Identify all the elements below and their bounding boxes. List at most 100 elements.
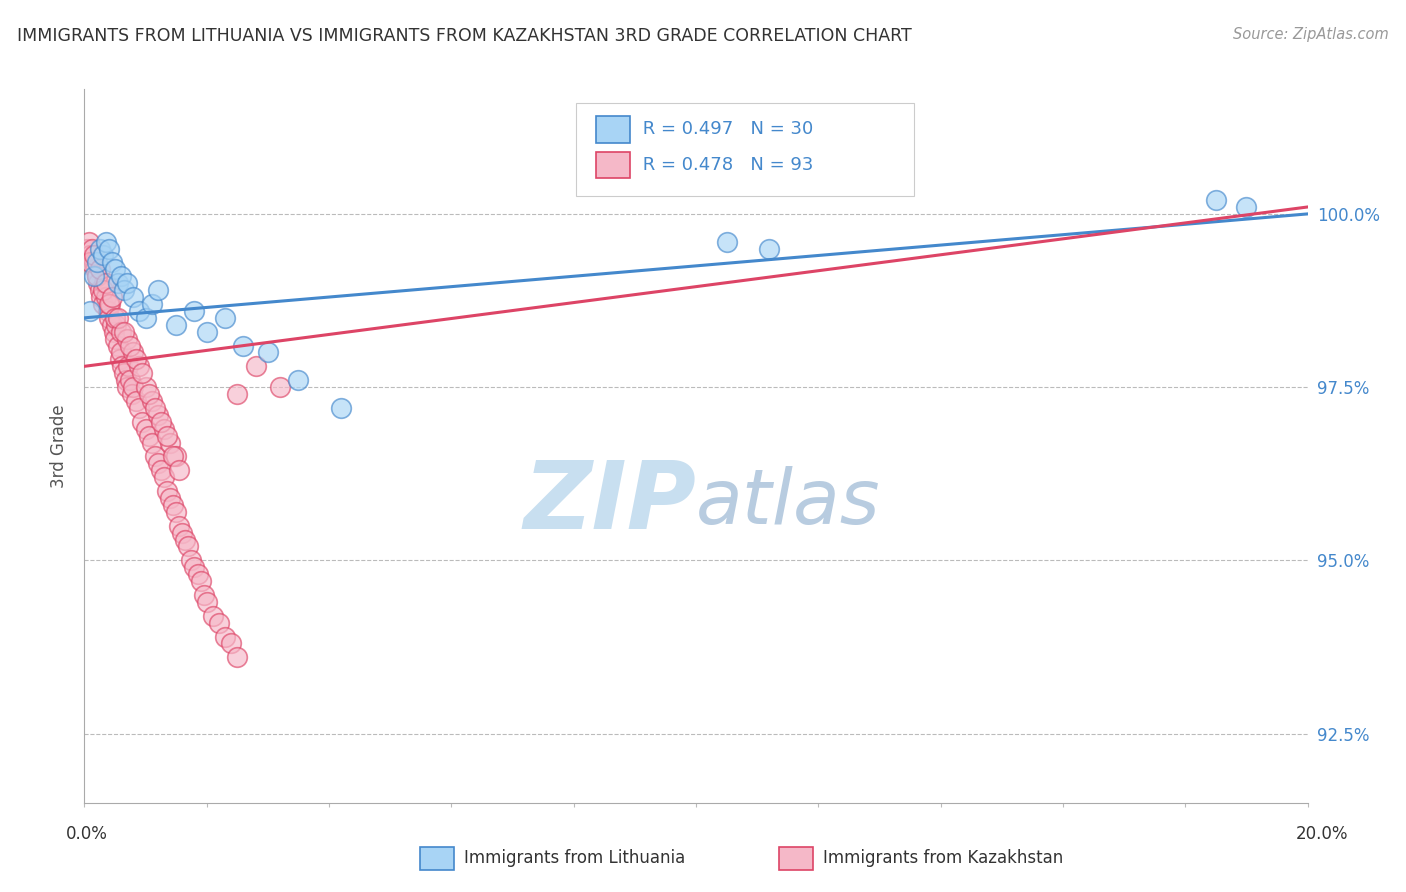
- Point: [174, 533, 197, 547]
- Point: [128, 304, 150, 318]
- Point: [86, 255, 108, 269]
- Point: [159, 491, 181, 505]
- Point: [128, 401, 150, 415]
- Point: [1205, 193, 1227, 207]
- Point: [121, 387, 143, 401]
- Text: Source: ZipAtlas.com: Source: ZipAtlas.com: [1233, 27, 1389, 42]
- Point: [138, 428, 160, 442]
- Point: [245, 359, 267, 374]
- Point: [183, 560, 205, 574]
- Point: [172, 525, 194, 540]
- Point: [138, 387, 160, 401]
- Point: [107, 276, 129, 290]
- Point: [111, 359, 134, 374]
- Point: [156, 483, 179, 498]
- Point: [110, 325, 132, 339]
- Point: [122, 380, 145, 394]
- Text: 20.0%: 20.0%: [1295, 825, 1348, 843]
- Point: [112, 325, 135, 339]
- Point: [97, 297, 120, 311]
- Point: [104, 332, 127, 346]
- Point: [177, 540, 200, 554]
- Point: [117, 359, 139, 374]
- Point: [193, 588, 215, 602]
- Point: [110, 345, 132, 359]
- Point: [98, 297, 121, 311]
- Point: [93, 276, 115, 290]
- Point: [79, 248, 101, 262]
- Point: [159, 435, 181, 450]
- Text: R = 0.478   N = 93: R = 0.478 N = 93: [637, 156, 813, 174]
- Point: [195, 325, 218, 339]
- Point: [330, 401, 353, 415]
- Point: [91, 297, 114, 311]
- Point: [112, 366, 135, 380]
- Point: [101, 290, 124, 304]
- Point: [165, 450, 187, 464]
- Text: atlas: atlas: [696, 467, 880, 540]
- Point: [87, 276, 110, 290]
- Point: [89, 262, 111, 277]
- Point: [186, 567, 208, 582]
- Point: [758, 242, 780, 256]
- Point: [83, 269, 105, 284]
- Point: [89, 242, 111, 256]
- Point: [115, 332, 138, 346]
- Point: [125, 352, 148, 367]
- Point: [94, 290, 117, 304]
- Point: [146, 408, 169, 422]
- Point: [195, 595, 218, 609]
- Point: [76, 242, 98, 256]
- Point: [257, 345, 280, 359]
- Point: [226, 387, 249, 401]
- Point: [97, 304, 120, 318]
- Point: [101, 318, 124, 332]
- Point: [80, 242, 103, 256]
- Point: [115, 373, 138, 387]
- Point: [125, 394, 148, 409]
- Point: [97, 310, 120, 325]
- Point: [143, 450, 166, 464]
- Point: [79, 304, 101, 318]
- Point: [135, 380, 157, 394]
- Point: [162, 498, 184, 512]
- Point: [131, 415, 153, 429]
- Point: [269, 380, 291, 394]
- Point: [94, 276, 117, 290]
- Point: [201, 608, 224, 623]
- Point: [141, 435, 163, 450]
- Point: [115, 276, 138, 290]
- Point: [165, 505, 187, 519]
- Point: [153, 470, 176, 484]
- Point: [149, 463, 172, 477]
- Text: 0.0%: 0.0%: [66, 825, 108, 843]
- Point: [86, 269, 108, 284]
- Point: [101, 255, 124, 269]
- Point: [143, 401, 166, 415]
- Point: [122, 290, 145, 304]
- Point: [128, 359, 150, 374]
- Point: [107, 338, 129, 352]
- Point: [108, 352, 131, 367]
- Point: [77, 235, 100, 249]
- Point: [91, 283, 114, 297]
- Point: [716, 235, 738, 249]
- Point: [112, 283, 135, 297]
- Point: [103, 325, 125, 339]
- Point: [84, 262, 107, 277]
- Point: [97, 242, 120, 256]
- Point: [94, 235, 117, 249]
- Point: [83, 255, 105, 269]
- Point: [153, 422, 176, 436]
- Point: [167, 463, 190, 477]
- Point: [105, 318, 128, 332]
- Point: [135, 310, 157, 325]
- Point: [208, 615, 231, 630]
- Point: [86, 269, 108, 284]
- Point: [104, 310, 127, 325]
- Point: [91, 248, 114, 262]
- Point: [156, 428, 179, 442]
- Point: [104, 262, 127, 277]
- Point: [219, 636, 242, 650]
- Point: [226, 650, 249, 665]
